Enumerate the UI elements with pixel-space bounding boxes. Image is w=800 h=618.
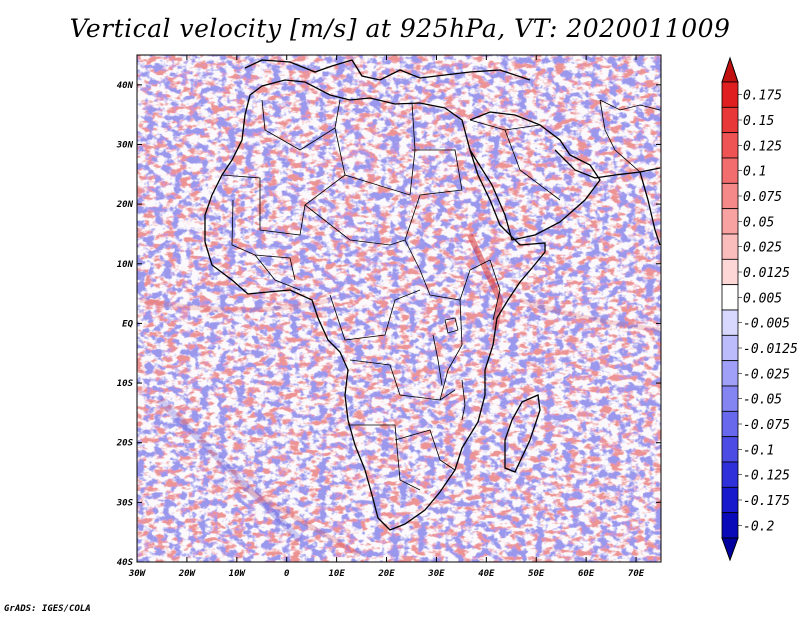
longitude-axis: 30W 20W 10W 0 10E 20E 30E 40E 50E 60E 70E [128,55,645,579]
lat-tick-label: 10S [117,379,134,389]
latitude-axis: 40N 30N 20N 10N EQ 10S 20S 30S 40S [116,81,661,568]
colorbar-swatch [721,461,739,488]
colorbar-swatch [721,106,739,134]
chart-title: Vertical velocity [m/s] at 925hPa, VT: 2… [69,14,731,43]
colorbar-swatch [721,410,739,438]
colorbar-label: -0.1 [743,443,774,458]
coastlines [204,59,661,531]
lon-tick-label: 60E [578,569,595,579]
colorbar-label: 0.075 [743,190,782,205]
colorbar-label: 0.005 [743,291,782,306]
border-line [348,424,421,491]
border-line [504,129,561,201]
colorbar-bottom-arrow [721,537,739,562]
lat-tick-label: 30S [116,498,134,508]
colorbar-swatch [721,360,739,387]
madagascar-coastline [504,394,541,473]
colorbar-swatch [721,284,739,311]
india-coastline [639,171,661,246]
border-line [599,99,661,111]
border-line [254,254,296,281]
border-line [404,239,491,301]
colorbar-label: 0.025 [743,241,782,256]
colorbar-label: -0.075 [743,418,790,433]
lon-tick-label: 0 [284,569,290,579]
vertical-velocity-field [137,55,661,562]
lon-tick-label: 20E [377,569,395,579]
colorbar-swatch [721,157,739,184]
border-line [489,259,501,321]
arabia-coastline [469,111,601,241]
colorbar-swatch [721,132,739,159]
colorbar-label: -0.0125 [743,342,798,357]
colorbar-label: -0.2 [743,519,774,534]
colorbar-swatch [721,385,739,412]
colorbar-swatch [721,486,739,514]
persian-gulf-coastline [554,149,661,179]
colorbar-label: 0.1 [743,165,766,180]
colorbar-top-arrow [721,56,739,83]
colorbar-label: 0.15 [743,114,774,129]
colorbar: 0.175 0.15 0.125 0.1 0.075 0.05 0.025 0.0125 0.0… [721,56,798,562]
colorbar-swatch [721,233,739,260]
colorbar-swatch [721,182,739,210]
border-line [349,359,456,401]
lat-tick-label: 40S [117,558,134,568]
lat-tick-label: 40N [117,81,134,91]
colorbar-swatch [721,436,739,463]
africa-coastline [204,79,546,531]
colorbar-label: -0.005 [743,317,790,332]
border-line [334,102,416,196]
colorbar-swatch [721,258,739,286]
indian-ocean-ascent-band [519,297,661,333]
colorbar-label: 0.125 [743,139,782,154]
lon-tick-label: 10E [328,569,345,579]
lon-tick-label: 40E [478,569,495,579]
lake-tanganyika [432,334,443,386]
itcz-band [139,297,331,313]
plot-area [137,55,661,562]
border-line [404,149,463,241]
colorbar-swatch [721,512,739,539]
lat-tick-label: 20N [116,200,134,210]
border-line [304,204,406,246]
colorbar-label: -0.05 [743,393,782,408]
colorbar-label: 0.175 [743,89,782,104]
plot-frame [136,54,662,563]
border-line [329,289,421,341]
lon-tick-label: 30W [128,569,147,579]
border-line [261,99,341,151]
europe-coastline [244,59,531,81]
border-line [599,99,641,173]
lon-tick-label: 10W [229,569,247,579]
colorbar-label: -0.175 [743,494,790,509]
colorbar-swatch [721,334,739,362]
border-line [439,299,463,401]
colorbar-label: 0.0125 [743,266,790,281]
border-line [221,174,346,236]
colorbar-swatch [721,81,739,108]
lon-tick-label: 50E [528,569,545,579]
lon-tick-label: 30E [427,569,445,579]
lat-tick-label: 20S [116,439,134,449]
south-atlantic-subsidence-band [157,397,303,543]
lake-victoria [444,317,459,334]
lake-malawi [461,379,466,421]
lat-tick-label: EQ [122,319,133,329]
colorbar-label: -0.025 [743,367,790,382]
south-atlantic-ascent-band [228,477,362,558]
lon-tick-label: 70E [628,569,645,579]
lat-tick-label: 10N [117,260,134,270]
grads-credit: GrADS: IGES/COLA [4,604,91,614]
country-borders [221,99,661,491]
colorbar-swatch [721,208,739,235]
colorbar-label: 0.05 [743,215,774,230]
colorbar-swatch [721,309,739,336]
lat-tick-label: 30N [116,140,134,150]
border-line [394,429,456,471]
lon-tick-label: 20W [178,569,197,579]
colorbar-label: -0.125 [743,469,790,484]
